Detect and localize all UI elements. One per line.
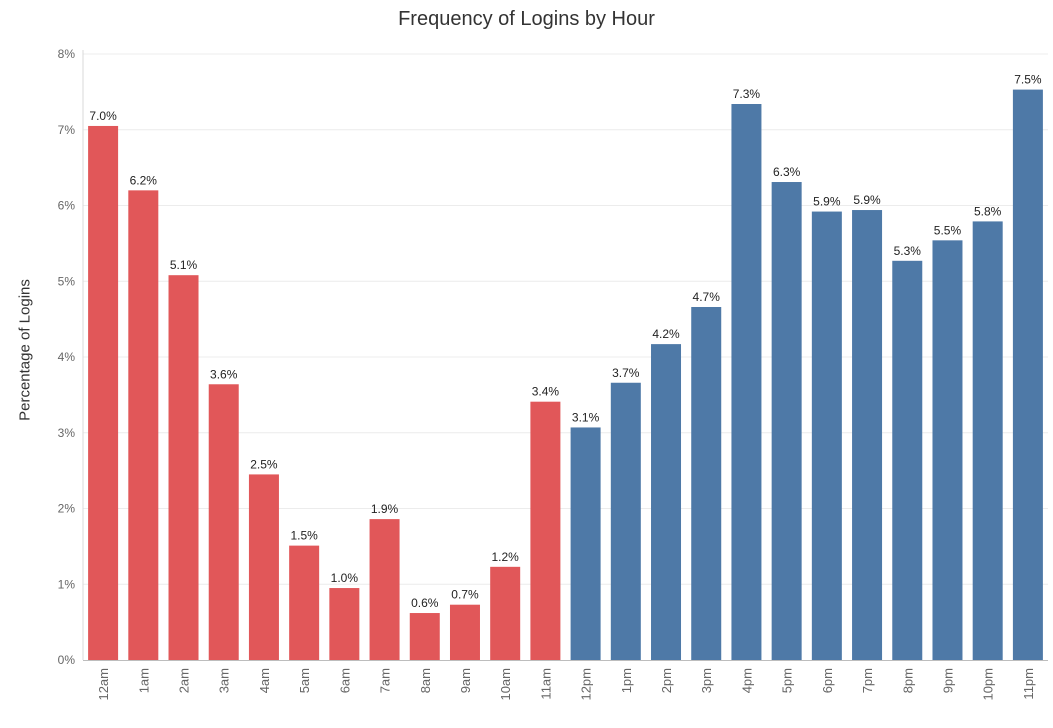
data-label: 3.6% [210,367,238,381]
y-tick-label: 7% [58,123,76,137]
x-tick-label: 9am [458,668,473,693]
bar-2am [168,275,199,660]
y-tick-label: 6% [58,199,76,213]
data-label: 6.2% [130,173,158,187]
x-tick-label: 2am [177,668,192,693]
data-label: 1.5% [290,529,318,543]
x-tick-label: 8pm [900,668,915,693]
x-tick-label: 1am [136,668,151,693]
x-tick-label: 3pm [699,668,714,693]
bar-6pm [811,211,842,660]
data-label: 7.0% [89,109,117,123]
y-tick-label: 8% [58,47,76,61]
data-label: 3.4% [532,385,560,399]
data-label: 4.7% [693,290,721,304]
bars [88,89,1043,661]
x-tick-label: 6pm [820,668,835,693]
data-labels: 7.0% 6.2% 5.1% 3.6% 2.5% 1.5% 1.0% 1.9% 0.6% 0.7%… [89,73,1041,610]
x-tick-label: 11pm [1021,668,1036,700]
chart-title: Frequency of Logins by Hour [398,8,655,30]
x-tick-label: 9pm [940,668,955,693]
data-label: 3.1% [572,410,600,424]
bar-12am [88,125,119,660]
gridlines [83,53,1048,585]
bar-4pm [731,104,762,660]
data-label: 5.8% [974,204,1002,218]
x-tick-label: 10am [498,668,513,701]
data-label: 6.3% [773,165,801,179]
x-tick-label: 6am [337,668,352,693]
data-label: 1.9% [371,502,399,516]
x-tick-label: 1pm [619,668,634,693]
bar-10pm [972,221,1003,660]
x-tick-label: 4pm [739,668,754,693]
bar-6am [329,588,360,660]
data-label: 2.5% [250,457,278,471]
y-tick-labels: 0% 1% 2% 3% 4% 5% 6% 7% 8% [58,47,76,667]
x-tick-label: 7am [378,668,393,693]
data-label: 5.3% [894,244,922,258]
data-label: 5.5% [934,223,962,237]
x-tick-label: 12am [96,668,111,701]
data-label: 7.3% [733,87,761,101]
y-tick-label: 0% [58,653,76,667]
bar-3pm [691,307,722,660]
data-label: 5.9% [813,195,841,209]
x-tick-label: 3am [217,668,232,693]
bar-4am [248,474,279,660]
y-tick-label: 3% [58,426,76,440]
bar-1am [128,190,159,660]
bar-5pm [771,182,802,660]
data-label: 0.7% [451,588,479,602]
x-tick-label: 8am [418,668,433,693]
bar-7am [369,519,400,660]
x-tick-label: 12pm [579,668,594,701]
data-label: 7.5% [1014,73,1042,87]
bar-9am [449,604,480,660]
bar-2pm [651,344,682,660]
bar-8pm [892,260,923,660]
data-label: 5.9% [853,193,881,207]
bar-11am [530,401,561,660]
bar-12pm [570,427,601,660]
bar-5am [289,545,320,660]
bar-10am [490,566,521,660]
x-tick-label: 2pm [659,668,674,693]
bar-3am [208,384,239,660]
x-tick-labels: 12am 1am 2am 3am 4am 5am 6am 7am 8am 9am 10am 11am 1… [96,668,1036,701]
y-tick-label: 4% [58,350,76,364]
bar-11pm [1012,89,1043,661]
y-tick-label: 2% [58,502,76,516]
axes [82,50,1048,661]
bar-1pm [610,382,641,660]
y-tick-label: 5% [58,274,76,288]
x-tick-label: 4am [257,668,272,693]
bar-9pm [932,240,963,660]
x-tick-label: 11am [538,668,553,700]
data-label: 1.0% [331,571,359,585]
x-tick-label: 5pm [780,668,795,693]
x-tick-label: 10pm [981,668,996,701]
x-tick-label: 5am [297,668,312,693]
data-label: 1.2% [492,550,520,564]
bar-7pm [852,210,883,661]
data-label: 4.2% [652,327,680,341]
data-label: 5.1% [170,258,198,272]
data-label: 0.6% [411,596,439,610]
data-label: 3.7% [612,366,640,380]
x-tick-label: 7pm [860,668,875,693]
bar-8am [409,613,440,660]
y-tick-label: 1% [58,577,76,591]
